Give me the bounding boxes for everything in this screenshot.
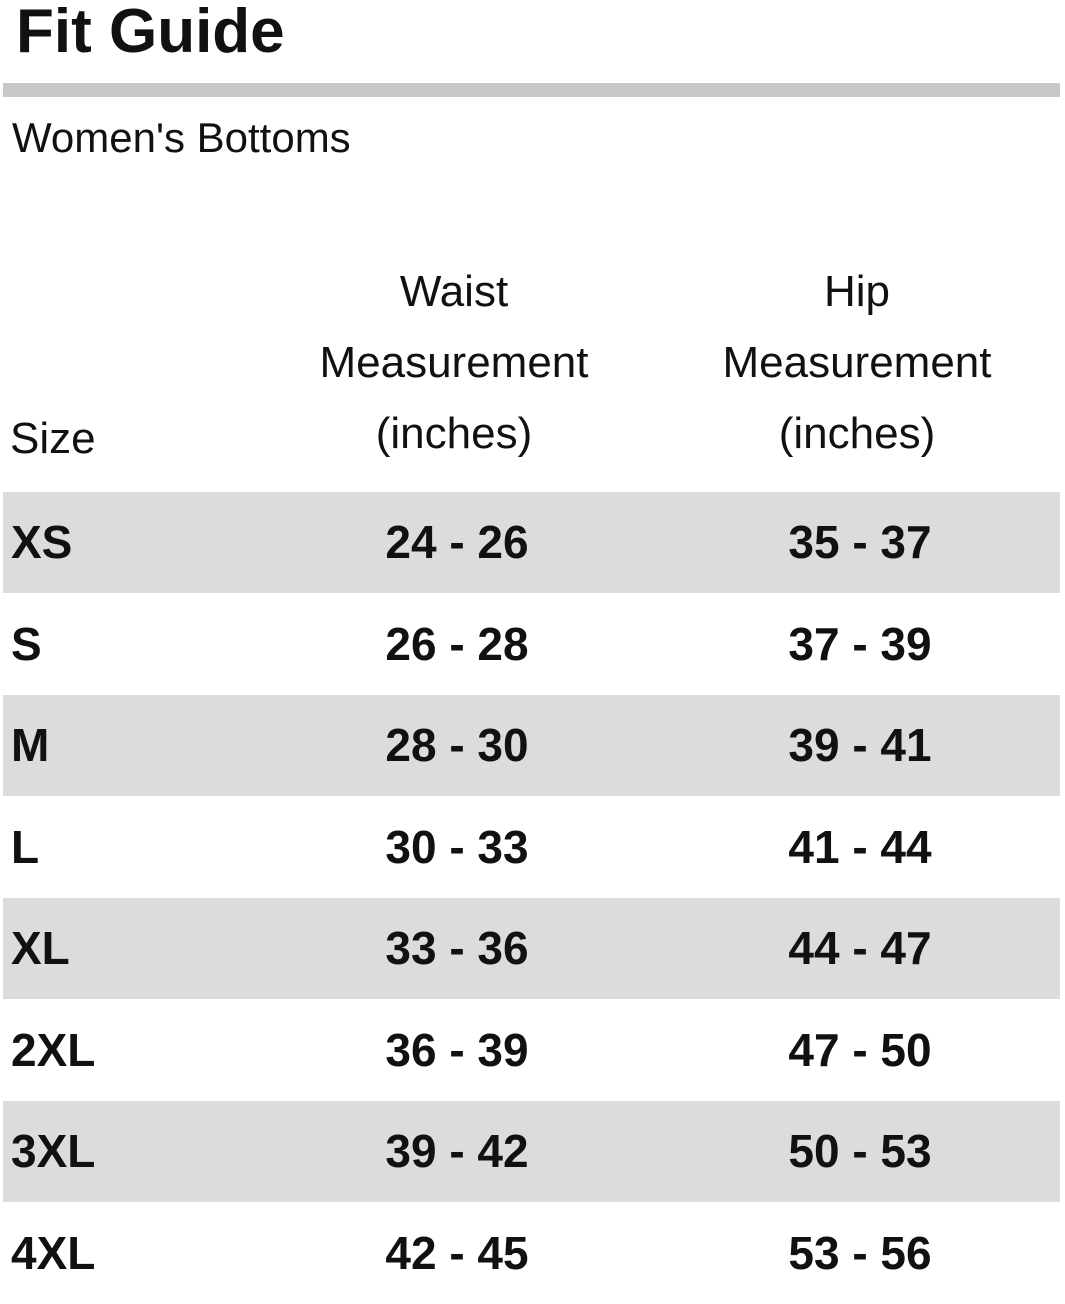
table-row: 3XL 39 - 42 50 - 53 xyxy=(3,1101,1060,1202)
measurement-cell: 39 - 41 xyxy=(788,719,932,771)
column-header: Measurement xyxy=(319,338,589,387)
size-cell: 3XL xyxy=(11,1125,96,1177)
size-cell: M xyxy=(11,719,50,771)
table-row: L 30 - 33 41 - 44 xyxy=(3,796,1060,898)
measurement-cell: 47 - 50 xyxy=(788,1023,932,1076)
size-cell: S xyxy=(11,617,42,670)
size-cell: XS xyxy=(11,516,73,568)
measurement-cell: 30 - 33 xyxy=(385,820,529,873)
table-row: 4XL 42 - 45 53 - 56 xyxy=(3,1202,1060,1304)
table-row: 2XL 36 - 39 47 - 50 xyxy=(3,999,1060,1101)
column-header: Size xyxy=(10,414,96,463)
table-row: XL 33 - 36 44 - 47 xyxy=(3,898,1060,999)
measurement-cell: 24 - 26 xyxy=(385,516,529,568)
page: Fit Guide Women's Bottoms Size Waist Measu… xyxy=(3,0,1060,1279)
size-cell: L xyxy=(11,820,40,873)
size-cell: XL xyxy=(11,922,70,974)
size-cell: 2XL xyxy=(11,1023,96,1076)
measurement-cell: 37 - 39 xyxy=(788,617,932,670)
size-cell: 4XL xyxy=(11,1226,96,1279)
measurement-cell: 53 - 56 xyxy=(788,1226,932,1279)
measurement-cell: 28 - 30 xyxy=(385,719,529,771)
table-row: S 26 - 28 37 - 39 xyxy=(3,593,1060,695)
measurement-cell: 39 - 42 xyxy=(385,1125,529,1177)
column-header: Waist xyxy=(399,267,509,316)
column-header: (inches) xyxy=(375,409,533,458)
measurement-cell: 33 - 36 xyxy=(385,922,529,974)
column-header: Measurement xyxy=(722,338,992,387)
subtitle: Women's Bottoms xyxy=(12,114,351,161)
measurement-cell: 44 - 47 xyxy=(788,922,932,974)
table-row: M 28 - 30 39 - 41 xyxy=(3,695,1060,796)
measurement-cell: 50 - 53 xyxy=(788,1125,932,1177)
measurement-cell: 35 - 37 xyxy=(788,516,932,568)
column-header: Hip xyxy=(823,267,891,316)
measurement-cell: 36 - 39 xyxy=(385,1023,529,1076)
title: Fit Guide xyxy=(16,0,285,66)
table-row: XS 24 - 26 35 - 37 xyxy=(3,492,1060,593)
column-header: (inches) xyxy=(778,409,936,458)
divider xyxy=(3,83,1060,97)
measurement-cell: 41 - 44 xyxy=(788,820,932,873)
measurement-cell: 42 - 45 xyxy=(385,1226,529,1279)
measurement-cell: 26 - 28 xyxy=(385,617,529,670)
